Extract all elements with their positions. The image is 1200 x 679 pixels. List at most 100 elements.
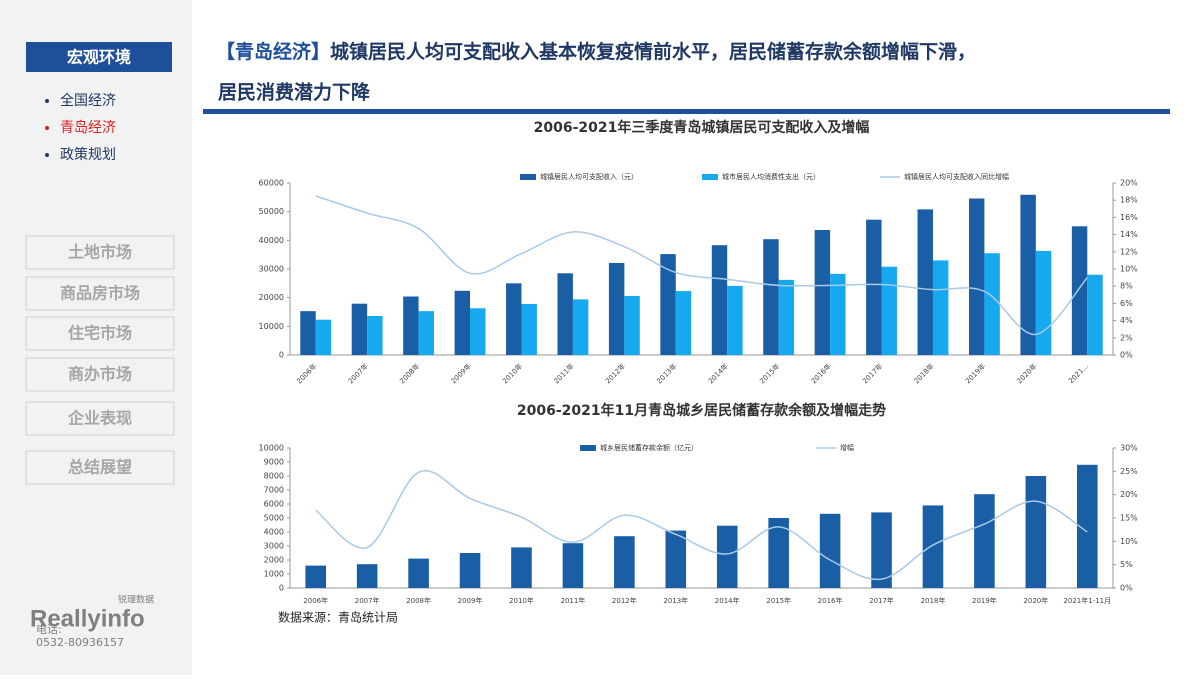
y-tick-label: 50000	[259, 207, 284, 216]
y2-tick-label: 6%	[1120, 299, 1133, 308]
bar	[819, 513, 841, 588]
nav-item[interactable]: 青岛经济	[60, 120, 116, 136]
x-tick-label: 2010年	[509, 596, 534, 605]
logo-sub: 锐理数据	[118, 594, 154, 606]
x-tick-label: 2014年	[715, 596, 740, 605]
x-tick-label: 2009年	[458, 596, 483, 605]
bar	[984, 253, 1000, 355]
nav-button-label[interactable]: 土地市场	[68, 243, 132, 262]
nav-item[interactable]: 全国经济	[60, 92, 116, 109]
nav-button[interactable]	[25, 450, 175, 485]
legend-label: 城镇居民人均可支配收入同比增幅	[904, 172, 1009, 181]
bar	[866, 219, 882, 355]
y2-tick-label: 14%	[1120, 230, 1138, 239]
y-tick-label: 2000	[264, 556, 284, 565]
x-tick-label: 2020年	[1023, 596, 1048, 605]
bar	[367, 316, 383, 355]
y2-tick-label: 8%	[1120, 282, 1133, 291]
bar	[557, 273, 573, 355]
x-tick-label: 2016年	[809, 361, 833, 385]
nav-button[interactable]	[25, 316, 175, 351]
bar	[665, 530, 687, 588]
nav-button-label[interactable]: 总结展望	[68, 458, 132, 477]
header-title-2: 居民消费潜力下降	[218, 81, 371, 104]
legend-label: 城镇居民人均可支配收入（元）	[540, 172, 638, 181]
bar	[1025, 476, 1047, 588]
x-tick-label: 2017年	[860, 361, 884, 385]
bullet	[45, 153, 49, 157]
bar	[1071, 226, 1088, 355]
nav-item[interactable]: 政策规划	[60, 146, 116, 163]
bar	[974, 494, 995, 588]
nav-button-label[interactable]: 住宅市场	[68, 324, 132, 343]
x-tick-label: 2021...	[1067, 362, 1090, 385]
bar	[562, 543, 584, 588]
x-tick-label: 2012年	[603, 361, 627, 385]
header-text: 城镇居民人均可支配收入基本恢复疫情前水平，居民储蓄存款余额增幅下滑，	[330, 40, 976, 63]
bar	[506, 283, 522, 355]
y-tick-label: 10000	[259, 444, 284, 453]
bar	[763, 239, 779, 355]
x-tick-label: 2011年	[560, 596, 585, 605]
bar	[315, 319, 332, 355]
header-rule	[203, 109, 1170, 114]
nav-button-label[interactable]: 企业表现	[67, 409, 132, 428]
x-tick-label: 2009年	[449, 361, 473, 385]
bar	[881, 266, 897, 355]
legend-label: 增幅	[840, 443, 854, 452]
y-tick-label: 6000	[264, 500, 284, 509]
y2-tick-label: 30%	[1120, 444, 1138, 453]
y-tick-label: 1000	[264, 570, 284, 579]
x-tick-label: 2008年	[406, 596, 431, 605]
y2-tick-label: 2%	[1120, 333, 1133, 342]
x-tick-label: 2019年	[963, 361, 987, 385]
x-tick-label: 2014年	[706, 361, 730, 385]
y-tick-label: 60000	[259, 179, 284, 188]
x-tick-label: 2011年	[552, 361, 576, 385]
bar	[1087, 274, 1103, 355]
phone-label: 电话:	[36, 623, 62, 636]
x-tick-label: 2012年	[612, 596, 637, 605]
section-title: 宏观环境	[67, 48, 131, 67]
x-tick-label: 2007年	[346, 361, 370, 385]
source: 数据来源：青岛统计局	[278, 610, 398, 625]
y2-tick-label: 0%	[1120, 351, 1133, 360]
nav-button-label[interactable]: 商办市场	[68, 365, 132, 384]
bar	[871, 512, 892, 588]
chart-title: 2006-2021年三季度青岛城镇居民可支配收入及增幅	[534, 119, 870, 136]
x-tick-label: 2007年	[355, 596, 380, 605]
x-tick-label: 2018年	[921, 596, 946, 605]
bar	[660, 254, 676, 355]
x-tick-label: 2015年	[758, 361, 782, 385]
y-tick-label: 20000	[259, 293, 284, 302]
nav-button[interactable]	[25, 276, 175, 311]
bar	[454, 290, 471, 355]
bar	[305, 565, 327, 588]
header-title: 【青岛经济】城镇居民人均可支配收入基本恢复疫情前水平，居民储蓄存款余额增幅下滑，	[216, 40, 976, 63]
y-tick-label: 3000	[264, 542, 284, 551]
nav-button-label[interactable]: 商品房市场	[60, 284, 140, 303]
line-series	[315, 195, 1088, 336]
bar	[932, 260, 949, 355]
y-tick-label: 7000	[264, 486, 284, 495]
bar	[778, 279, 795, 355]
nav-button[interactable]	[25, 357, 175, 392]
bar	[356, 564, 378, 588]
x-tick-label: 2021年1-11月	[1063, 596, 1111, 605]
x-tick-label: 2020年	[1015, 361, 1039, 385]
chart-title: 2006-2021年11月青岛城乡居民储蓄存款余额及增幅走势	[517, 402, 886, 419]
y-tick-label: 30000	[259, 265, 284, 274]
bar	[968, 198, 985, 355]
line-series	[315, 470, 1088, 581]
bar	[1035, 250, 1052, 355]
nav-button[interactable]	[25, 235, 175, 270]
y2-tick-label: 16%	[1120, 213, 1138, 222]
bar	[408, 558, 429, 588]
nav-button[interactable]	[25, 401, 175, 436]
bar	[830, 273, 846, 355]
bar	[418, 311, 435, 355]
bar	[711, 245, 728, 355]
header-tag: 【青岛经济】	[216, 40, 330, 63]
x-tick-label: 2019年	[972, 596, 997, 605]
